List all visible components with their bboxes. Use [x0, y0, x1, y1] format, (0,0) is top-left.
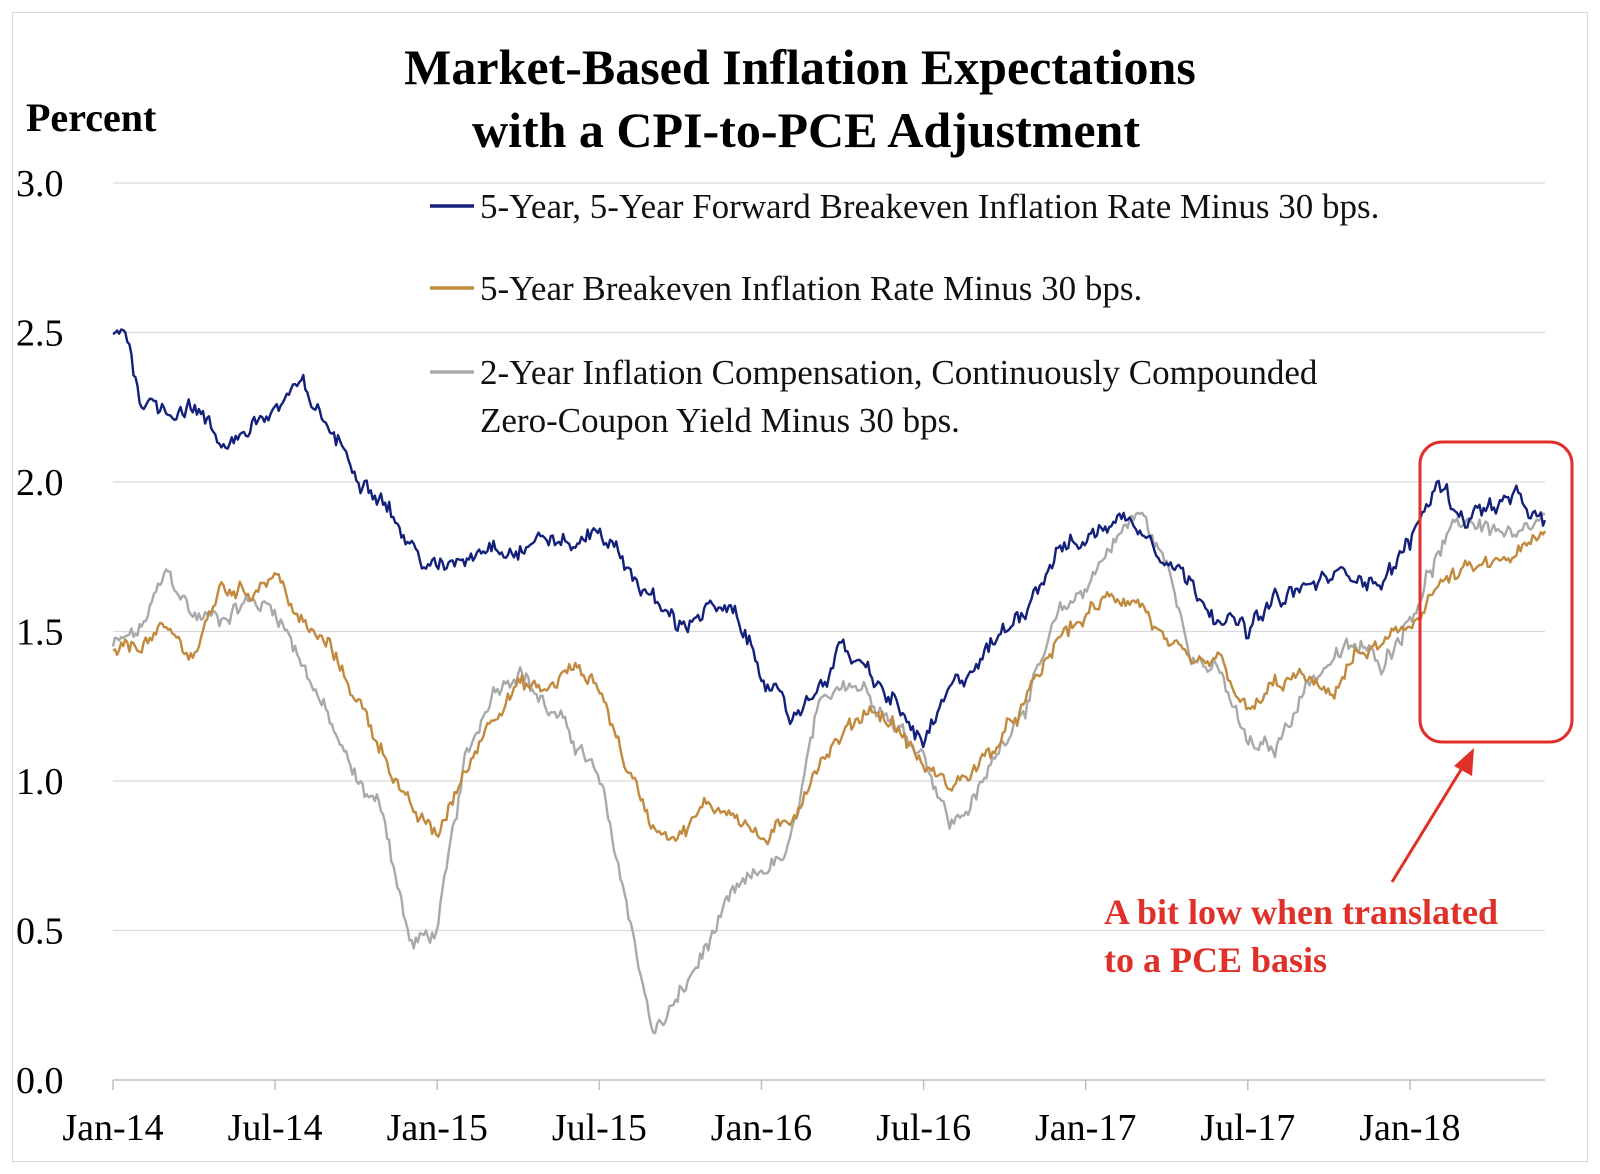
- y-axis-ticks: 0.0 0.5 1.0 1.5 2.0 2.5 3.0: [16, 163, 64, 1102]
- y-tick-label: 2.5: [16, 313, 64, 355]
- legend-label-2y-line-1: 2-Year Inflation Compensation, Continuou…: [480, 353, 1318, 392]
- annotation-callout: A bit low when translated to a PCE basis: [1104, 440, 1574, 980]
- x-tick-label: Jul-14: [228, 1107, 323, 1149]
- y-tick-label: 0.0: [16, 1060, 64, 1102]
- y-tick-label: 2.0: [16, 462, 64, 504]
- x-tick-label: Jul-15: [552, 1107, 647, 1149]
- annotation-text-line-1: A bit low when translated: [1104, 892, 1498, 932]
- annotation-text-line-2: to a PCE basis: [1104, 940, 1327, 980]
- series-line-2: [111, 511, 1546, 1035]
- annotation-arrow-shaft: [1390, 759, 1469, 883]
- highlight-box: [1418, 440, 1574, 744]
- x-tick-label: Jan-17: [1035, 1107, 1136, 1149]
- x-tick-label: Jan-14: [62, 1107, 163, 1149]
- legend: 5-Year, 5-Year Forward Breakeven Inflati…: [430, 187, 1379, 440]
- series-line-1: [112, 530, 1547, 846]
- y-tick-label: 1.5: [16, 612, 64, 654]
- y-tick-label: 1.0: [16, 761, 64, 803]
- series-line-0: [112, 328, 1547, 749]
- y-tick-label: 3.0: [16, 163, 64, 205]
- y-tick-label: 0.5: [16, 911, 64, 953]
- chart-frame: [12, 12, 1588, 1162]
- legend-label-5y5y: 5-Year, 5-Year Forward Breakeven Inflati…: [480, 187, 1379, 226]
- y-axis-label: Percent: [26, 95, 157, 140]
- gridlines: [113, 182, 1545, 932]
- series-lines: [111, 328, 1547, 1035]
- legend-label-5y: 5-Year Breakeven Inflation Rate Minus 30…: [480, 269, 1142, 308]
- x-tick-label: Jul-16: [876, 1107, 971, 1149]
- x-tick-label: Jan-15: [387, 1107, 488, 1149]
- x-tick-label: Jul-17: [1200, 1107, 1295, 1149]
- chart-title-line-1: Market-Based Inflation Expectations: [404, 39, 1196, 95]
- legend-label-2y-line-2: Zero-Coupon Yield Minus 30 bps.: [480, 401, 960, 440]
- x-axis-ticks: Jan-14 Jul-14 Jan-15 Jul-15 Jan-16 Jul-16 Jan-…: [62, 1080, 1461, 1149]
- chart-title-line-2: with a CPI-to-PCE Adjustment: [472, 102, 1140, 158]
- annotation-arrow-head: [1454, 748, 1474, 776]
- x-tick-label: Jan-18: [1359, 1107, 1460, 1149]
- x-tick-label: Jan-16: [711, 1107, 812, 1149]
